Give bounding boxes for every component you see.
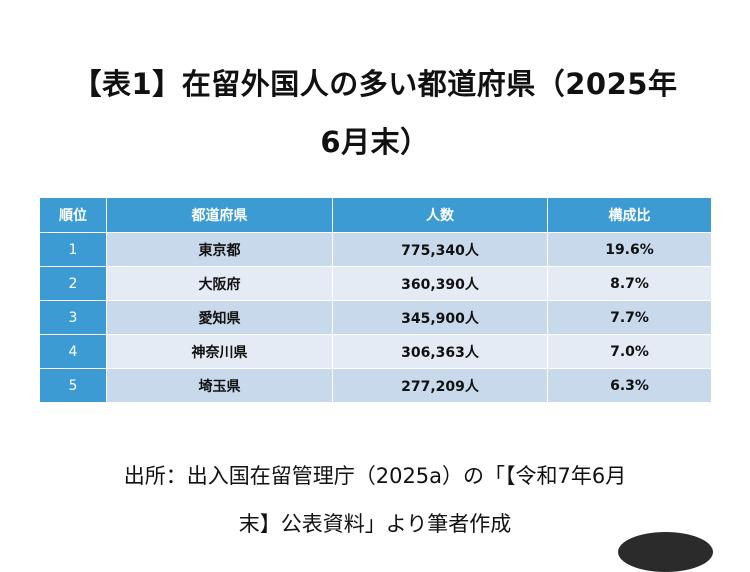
share-cell: 19.6% [547,232,712,267]
prefecture-cell: 東京都 [106,232,333,267]
table-row: 1 東京都 775,340人 19.6% [39,232,712,267]
header-share: 構成比 [547,197,712,233]
rank-cell: 3 [39,300,107,335]
prefecture-cell: 神奈川県 [106,334,333,369]
count-cell: 345,900人 [332,300,548,335]
rank-cell: 5 [39,368,107,403]
rank-cell: 4 [39,334,107,369]
table-header-row: 順位 都道府県 人数 構成比 [39,197,712,233]
table-row: 3 愛知県 345,900人 7.7% [39,300,712,335]
header-prefecture: 都道府県 [106,197,333,233]
title-line-2: 6月末） [320,125,430,159]
table-title: 【表1】在留外国人の多い都道府県（2025年 6月末） [0,55,750,171]
table-row: 4 神奈川県 306,363人 7.0% [39,334,712,369]
prefecture-table: 順位 都道府県 人数 構成比 1 東京都 775,340人 19.6% 2 大阪… [39,197,712,403]
count-cell: 277,209人 [332,368,548,403]
header-rank: 順位 [39,197,107,233]
source-note: 出所：出入国在留管理庁（2025a）の「【令和7年6月 末】公表資料」より筆者作… [0,452,750,548]
table-row: 5 埼玉県 277,209人 6.3% [39,368,712,403]
rank-cell: 1 [39,232,107,267]
source-line-2: 末】公表資料」より筆者作成 [238,512,512,536]
share-cell: 8.7% [547,266,712,301]
header-count: 人数 [332,197,548,233]
count-cell: 306,363人 [332,334,548,369]
count-cell: 775,340人 [332,232,548,267]
title-line-1: 【表1】在留外国人の多い都道府県（2025年 [72,67,678,101]
share-cell: 7.0% [547,334,712,369]
rank-cell: 2 [39,266,107,301]
prefecture-cell: 大阪府 [106,266,333,301]
count-cell: 360,390人 [332,266,548,301]
share-cell: 7.7% [547,300,712,335]
source-line-1: 出所：出入国在留管理庁（2025a）の「【令和7年6月 [123,464,627,488]
prefecture-cell: 埼玉県 [106,368,333,403]
table-row: 2 大阪府 360,390人 8.7% [39,266,712,301]
share-cell: 6.3% [547,368,712,403]
corner-overlay-shape [618,532,713,572]
prefecture-cell: 愛知県 [106,300,333,335]
